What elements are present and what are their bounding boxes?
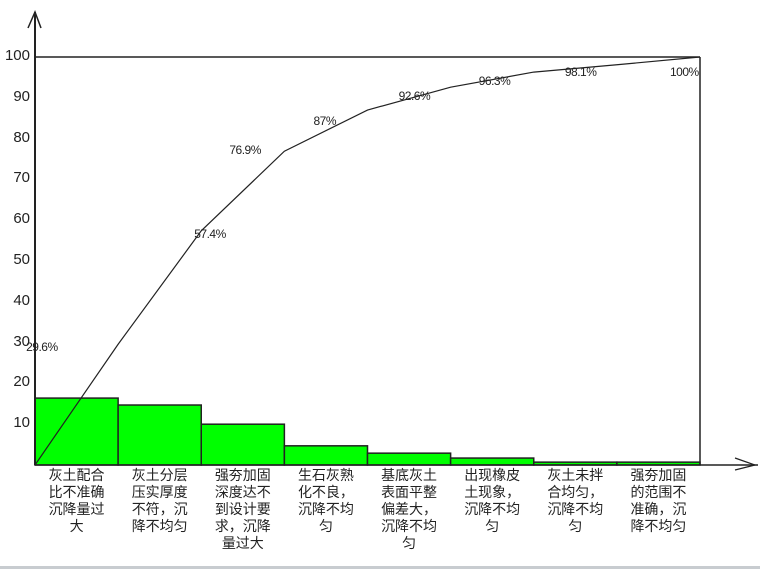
y-tick-label: 60 [13,210,30,228]
category-label: 灰土配合 比不准确 沉降量过 大 [48,468,105,535]
bar [366,452,452,466]
bar [200,423,286,466]
cumulative-percent-label: 87% [313,114,337,129]
cumulative-percent-label: 98.1% [564,64,597,79]
cumulative-percent-label: 57.4% [194,226,226,241]
bar [117,404,202,466]
y-tick-label: 50 [13,251,30,268]
y-tick-label: 30 [13,332,30,350]
y-tick-label: 20 [13,373,30,391]
category-label: 出现橡皮 土现象， 沉降不均 匀 [464,468,521,535]
y-axis-arrow-icon [27,10,42,29]
bar [34,397,119,466]
category-label: 强夯加固 的范围不 准确，沉 降不均匀 [630,468,687,535]
y-tick-label: 90 [13,87,30,105]
y-tick-label: 40 [13,291,30,309]
y-tick-label: 80 [13,128,30,146]
bar [283,445,369,466]
bar [449,457,535,466]
bars [34,397,701,466]
cumulative-percent-label: 100% [670,65,699,79]
y-tick-label: 70 [13,169,30,187]
bottom-divider [0,566,760,569]
cumulative-percent-label: 29.6% [26,340,58,355]
cumulative-percent-label: 92.6% [398,89,431,104]
cumulative-percent-label: 76.9% [229,143,261,158]
category-label: 生石灰熟 化不良， 沉降不均 匀 [297,468,354,535]
cumulative-percent-label: 96.3% [478,74,511,89]
x-axis-arrow-icon [734,457,758,471]
category-label: 基底灰土 表面平整 偏差大， 沉降不均 匀 [381,468,438,552]
y-tick-label: 10 [13,414,30,432]
category-label: 强夯加固 深度达不 到设计要 求，沉降 量过大 [214,468,271,552]
category-label: 灰土未拌 合均匀， 沉降不均 匀 [547,468,604,535]
cumulative-line [34,56,701,466]
y-tick-label: 100 [4,47,30,64]
category-label: 灰土分层 压实厚度 不符，沉 降不均匀 [131,468,188,535]
